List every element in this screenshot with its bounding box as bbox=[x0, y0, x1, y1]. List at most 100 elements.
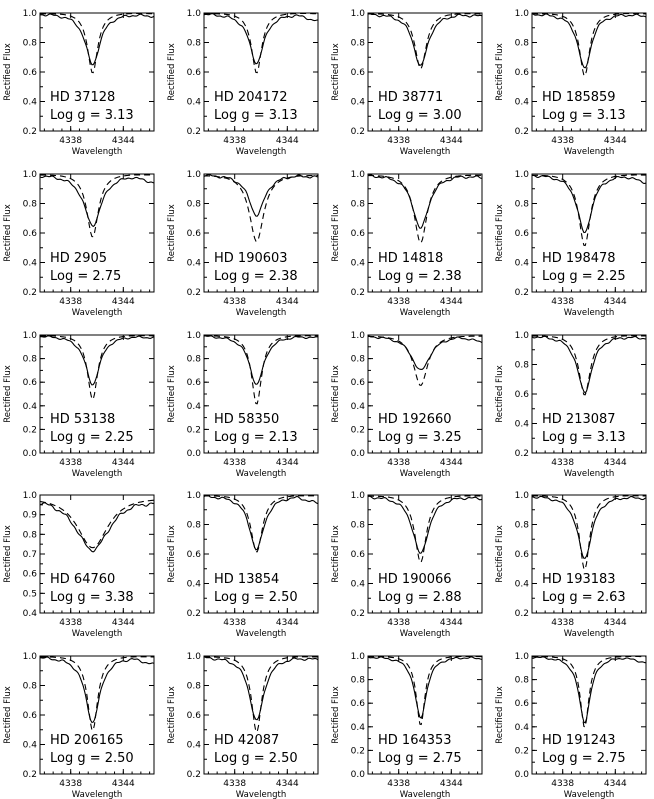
y-tick-label: 0.4 bbox=[351, 259, 366, 269]
x-tick-label: 4344 bbox=[276, 618, 299, 628]
star-name-label: HD 13854 bbox=[214, 572, 279, 587]
x-tick-label: 4344 bbox=[112, 136, 135, 146]
x-tick-label: 4338 bbox=[551, 458, 574, 468]
curves bbox=[204, 13, 318, 74]
x-tick-label: 4344 bbox=[440, 458, 463, 468]
y-tick-label: 0.8 bbox=[351, 200, 366, 210]
x-tick-label: 4338 bbox=[387, 458, 410, 468]
y-axis-label: Rectified Flux bbox=[3, 686, 13, 743]
y-tick-label: 0.8 bbox=[23, 39, 38, 49]
logg-label: Log g = 2.38 bbox=[214, 269, 298, 284]
x-axis-label: Wavelength bbox=[236, 469, 286, 479]
x-axis-label: Wavelength bbox=[72, 629, 122, 639]
y-tick-label: 0.6 bbox=[23, 229, 38, 239]
x-tick-label: 4338 bbox=[387, 297, 410, 307]
y-tick-label: 0.2 bbox=[351, 288, 365, 298]
model-spectrum-line bbox=[368, 13, 482, 70]
y-tick-label: 0.6 bbox=[187, 229, 202, 239]
y-tick-label: 0.6 bbox=[23, 378, 38, 388]
y-tick-label: 0.2 bbox=[23, 127, 37, 137]
y-tick-label: 0.4 bbox=[23, 741, 38, 751]
model-spectrum-line bbox=[532, 174, 646, 247]
y-tick-label: 0.8 bbox=[515, 39, 530, 49]
x-tick-label: 4338 bbox=[59, 618, 82, 628]
observed-spectrum-line bbox=[368, 335, 482, 370]
logg-label: Log g = 3.00 bbox=[378, 108, 462, 123]
curves bbox=[368, 13, 482, 70]
observed-spectrum-line bbox=[532, 174, 646, 234]
logg-label: Log g = 2.88 bbox=[378, 590, 462, 605]
x-axis-label: Wavelength bbox=[72, 790, 122, 799]
y-tick-label: 0.0 bbox=[23, 449, 38, 459]
x-tick-label: 4344 bbox=[604, 297, 627, 307]
y-axis-label: Rectified Flux bbox=[167, 365, 177, 422]
x-tick-label: 4344 bbox=[112, 618, 135, 628]
y-tick-label: 0.6 bbox=[515, 550, 530, 560]
model-spectrum-line bbox=[40, 174, 154, 238]
y-tick-label: 1.0 bbox=[351, 331, 366, 341]
y-tick-label: 1.0 bbox=[187, 331, 202, 341]
logg-label: Log g = 2.63 bbox=[542, 590, 626, 605]
model-spectrum-line bbox=[532, 335, 646, 396]
y-tick-label: 0.6 bbox=[23, 711, 38, 721]
y-tick-label: 0.6 bbox=[515, 699, 530, 709]
y-tick-label: 0.8 bbox=[23, 200, 38, 210]
curves bbox=[532, 656, 646, 728]
y-axis-label: Rectified Flux bbox=[167, 525, 177, 582]
y-tick-label: 0.2 bbox=[187, 770, 201, 780]
y-tick-label: 0.2 bbox=[351, 609, 365, 619]
y-tick-label: 0.8 bbox=[23, 355, 38, 365]
y-tick-label: 1.0 bbox=[23, 652, 38, 662]
y-axis-label: Rectified Flux bbox=[3, 43, 13, 100]
y-axis-label: Rectified Flux bbox=[3, 204, 13, 261]
y-tick-label: 0.2 bbox=[351, 127, 365, 137]
model-spectrum-line bbox=[368, 495, 482, 563]
logg-label: Log g = 2.13 bbox=[214, 430, 298, 445]
curves bbox=[40, 335, 154, 400]
y-tick-label: 0.8 bbox=[187, 200, 202, 210]
observed-spectrum-line bbox=[368, 174, 482, 229]
model-spectrum-line bbox=[532, 656, 646, 728]
star-name-label: HD 58350 bbox=[214, 412, 279, 427]
star-name-label: HD 192660 bbox=[378, 412, 452, 427]
y-tick-label: 0.8 bbox=[23, 530, 38, 540]
y-tick-label: 0.4 bbox=[351, 402, 366, 412]
x-tick-label: 4344 bbox=[604, 136, 627, 146]
y-tick-label: 1.0 bbox=[187, 491, 202, 501]
model-spectrum-line bbox=[532, 495, 646, 570]
y-tick-label: 0.6 bbox=[351, 699, 366, 709]
observed-spectrum-line bbox=[532, 335, 646, 394]
model-spectrum-line bbox=[204, 656, 318, 733]
x-tick-label: 4344 bbox=[440, 618, 463, 628]
star-name-label: HD 206165 bbox=[50, 733, 124, 748]
x-axis-label: Wavelength bbox=[564, 469, 614, 479]
model-spectrum-line bbox=[204, 335, 318, 405]
model-spectrum-line bbox=[204, 13, 318, 74]
x-axis-label: Wavelength bbox=[400, 790, 450, 799]
x-tick-label: 4344 bbox=[440, 779, 463, 789]
curves bbox=[532, 495, 646, 570]
x-tick-label: 4338 bbox=[551, 618, 574, 628]
observed-spectrum-line bbox=[368, 656, 482, 719]
x-tick-label: 4338 bbox=[551, 136, 574, 146]
curves bbox=[204, 335, 318, 405]
observed-spectrum-line bbox=[532, 495, 646, 559]
x-axis-label: Wavelength bbox=[236, 147, 286, 157]
x-tick-label: 4344 bbox=[604, 779, 627, 789]
y-axis-label: Rectified Flux bbox=[331, 43, 341, 100]
logg-label: Log g = 3.13 bbox=[214, 108, 298, 123]
logg-label: Log g = 2.25 bbox=[542, 269, 626, 284]
y-tick-label: 0.6 bbox=[187, 68, 202, 78]
curves bbox=[368, 656, 482, 726]
x-tick-label: 4344 bbox=[112, 779, 135, 789]
y-tick-label: 0.2 bbox=[187, 127, 201, 137]
